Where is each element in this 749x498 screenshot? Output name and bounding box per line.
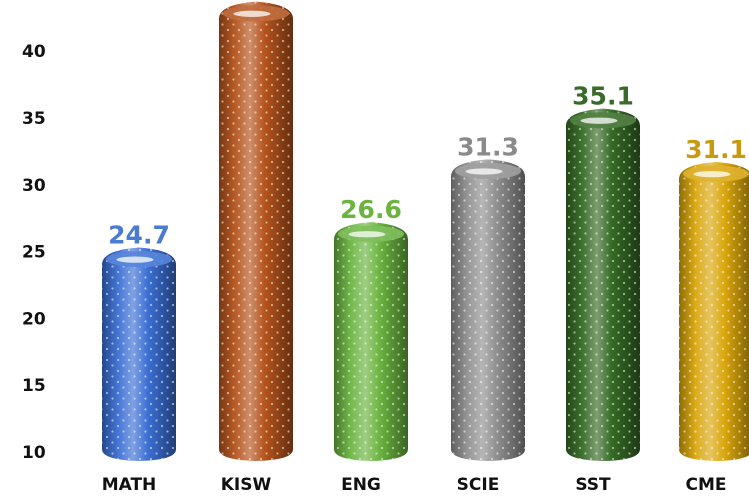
x-tick-label: MATH: [102, 475, 157, 495]
bar-cme: [679, 162, 749, 461]
x-tick-label: KISW: [221, 475, 272, 495]
bar-cap-highlight: [465, 168, 503, 175]
x-tick-label: CME: [685, 475, 726, 495]
data-label: 31.1: [685, 135, 747, 164]
bar-cap-highlight: [693, 171, 731, 178]
data-label: 24.7: [108, 221, 170, 250]
x-tick-label: SST: [575, 475, 611, 495]
y-tick-label: 15: [22, 376, 46, 396]
bar-dots: [102, 247, 176, 461]
x-tick-label: SCIE: [457, 475, 500, 495]
bar-dots: [219, 1, 293, 462]
bar-dots: [679, 162, 749, 461]
data-label: 31.3: [457, 132, 519, 161]
bar-dots: [451, 159, 525, 461]
y-tick-label: 30: [22, 176, 46, 196]
y-axis: 10 15 20 25 30 35 40: [22, 42, 46, 463]
bar-cap-highlight: [580, 117, 618, 124]
bar-math: [102, 247, 176, 461]
bar-kisw: [219, 1, 293, 462]
bar-cap-highlight: [116, 256, 154, 263]
bar-dots: [334, 222, 408, 461]
x-tick-label: ENG: [341, 475, 381, 495]
bar-sst: [566, 108, 640, 462]
x-axis: MATH KISW ENG SCIE SST CME: [102, 475, 727, 495]
bar-cap-highlight: [348, 231, 386, 238]
data-label: 43.1: [225, 0, 287, 4]
data-label: 26.6: [340, 195, 402, 224]
y-tick-label: 40: [22, 42, 46, 62]
y-tick-label: 20: [22, 309, 46, 329]
bar-cap-highlight: [233, 10, 271, 17]
data-labels-group: 24.7 43.1 26.6 31.3 35.1 31.1: [108, 0, 747, 250]
bar-dots: [566, 108, 640, 462]
y-tick-label: 10: [22, 443, 46, 463]
data-label: 35.1: [572, 82, 634, 111]
bar-scie: [451, 159, 525, 461]
bars-group: [102, 1, 749, 462]
y-tick-label: 25: [22, 243, 46, 263]
bar-eng: [334, 222, 408, 461]
y-tick-label: 35: [22, 109, 46, 129]
